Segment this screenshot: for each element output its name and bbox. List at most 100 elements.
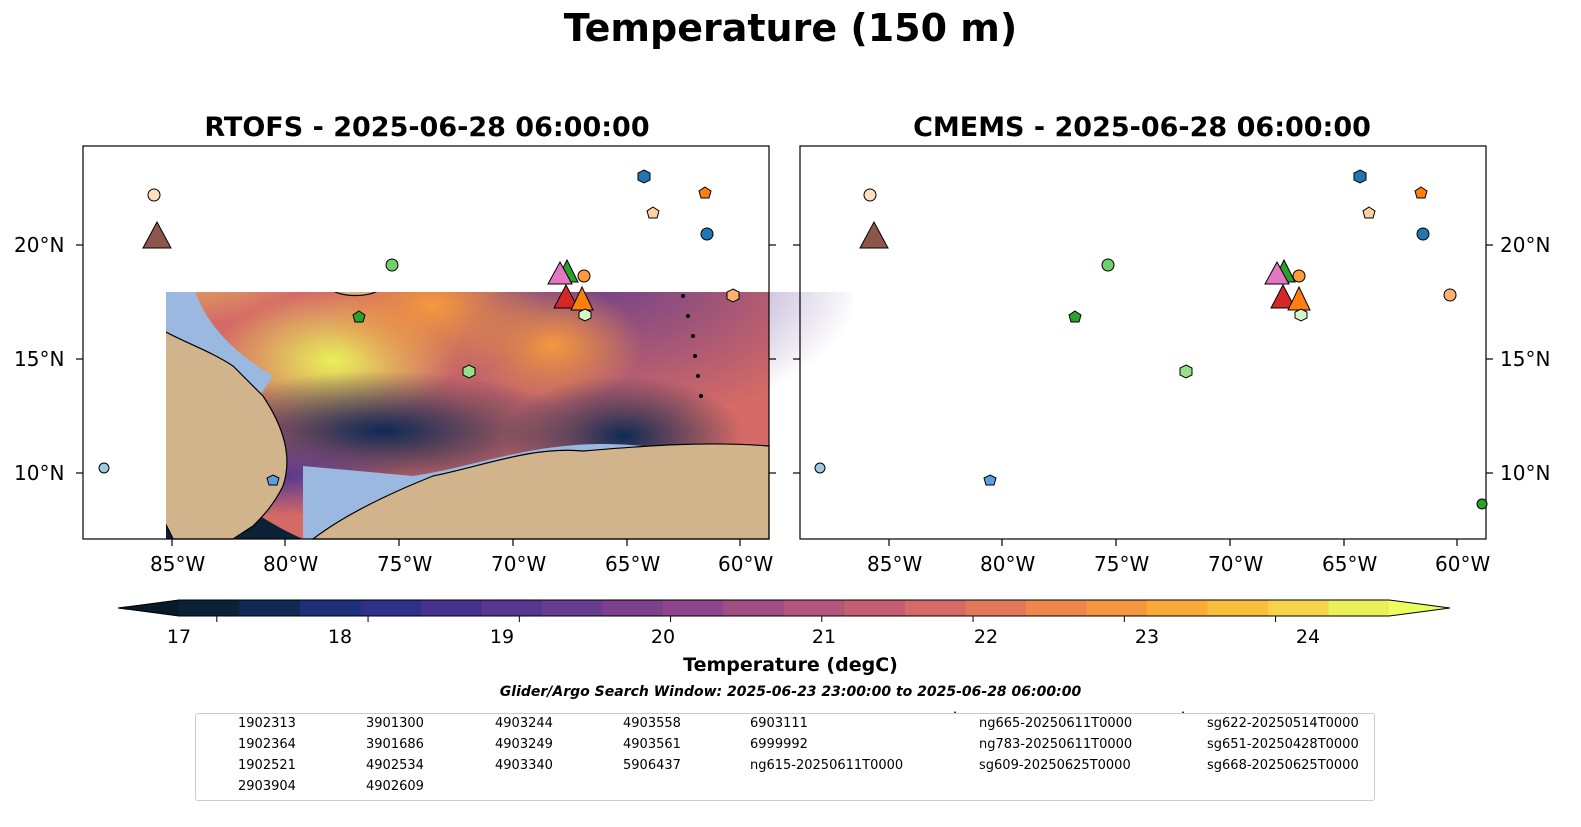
- legend-label-ng615-20250611T0000: ng615-20250611T0000: [750, 758, 904, 773]
- marker-sg651: [142, 220, 172, 249]
- cmems-markers: [814, 169, 1488, 510]
- search-window-label: Glider/Argo Search Window: 2025-06-23 23…: [499, 684, 1082, 700]
- marker-5906437: [462, 364, 476, 379]
- cb-tick-24: 24: [1295, 626, 1321, 648]
- map-title-rtofs: RTOFS - 2025-06-28 06:00:00: [204, 112, 650, 143]
- marker-4902609: [726, 288, 740, 303]
- legend-label-2903904: 2903904: [238, 779, 296, 794]
- lat-tick-20n-right: 20°N: [1500, 233, 1551, 257]
- legend-label-1902364: 1902364: [238, 737, 296, 752]
- legend-label-sg651-20250428T0000: sg651-20250428T0000: [1207, 737, 1359, 752]
- legend-label-4902534: 4902534: [366, 758, 424, 773]
- cb-tick-19: 19: [489, 626, 515, 648]
- legend: [195, 713, 1375, 801]
- legend-label-5906437: 5906437: [623, 758, 681, 773]
- lon-tick-80w-right: 80°W: [980, 552, 1036, 576]
- figure-title: Temperature (150 m): [563, 6, 1018, 50]
- colorbar-bin: [542, 600, 604, 616]
- legend-label-3901686: 3901686: [366, 737, 424, 752]
- cmems-frame: [799, 145, 1487, 540]
- colorbar-bin: [1207, 600, 1269, 616]
- legend-label-1902313: 1902313: [238, 716, 296, 731]
- marker-1902313: [700, 227, 714, 241]
- colorbar-extend-low: [118, 600, 179, 616]
- lon-tick-70w-right: 70°W: [1208, 552, 1264, 576]
- lat-tick-15n-right: 15°N: [1500, 347, 1551, 371]
- lon-tick-60w: 60°W: [718, 552, 774, 576]
- colorbar-extend-high: [1389, 600, 1450, 616]
- cb-tick-21: 21: [811, 626, 837, 648]
- legend-label-sg609-20250625T0000: sg609-20250625T0000: [979, 758, 1131, 773]
- colorbar-bin: [360, 600, 422, 616]
- colorbar-bin: [1147, 600, 1209, 616]
- legend-label-1902521: 1902521: [238, 758, 296, 773]
- marker-sg668: [547, 260, 573, 285]
- colorbar-bin: [1268, 600, 1330, 616]
- lon-tick-85w: 85°W: [150, 552, 206, 576]
- lat-tick-10n-right: 10°N: [1500, 461, 1551, 485]
- marker-4903249: [147, 188, 161, 202]
- legend-label-3901300: 3901300: [366, 716, 424, 731]
- cb-tick-17: 17: [166, 626, 192, 648]
- colorbar-bin: [602, 600, 664, 616]
- axis-ticks: [76, 244, 1493, 546]
- cb-tick-23: 23: [1134, 626, 1160, 648]
- lat-tick-20n: 20°N: [14, 233, 65, 257]
- rtofs-markers: [98, 169, 740, 486]
- legend-label-4903340: 4903340: [495, 758, 553, 773]
- marker-4903561: [385, 258, 399, 272]
- lon-tick-65w-right: 65°W: [1322, 552, 1378, 576]
- rtofs-frame: [82, 145, 770, 540]
- legend-label-4903244: 4903244: [495, 716, 553, 731]
- colorbar-bin: [179, 600, 241, 616]
- colorbar-bin: [784, 600, 846, 616]
- legend-label-sg622-20250514T0000: sg622-20250514T0000: [1207, 716, 1359, 731]
- lon-tick-65w: 65°W: [605, 552, 661, 576]
- lon-tick-60w-right: 60°W: [1435, 552, 1491, 576]
- colorbar-bin: [1026, 600, 1088, 616]
- legend-label-6903111: 6903111: [750, 716, 808, 731]
- colorbar-bin: [421, 600, 483, 616]
- colorbar-bin: [723, 600, 785, 616]
- colorbar-bin: [1328, 600, 1390, 616]
- cb-tick-22: 22: [973, 626, 999, 648]
- colorbar-bin: [905, 600, 967, 616]
- cb-tick-20: 20: [650, 626, 676, 648]
- colorbar: [117, 599, 1451, 622]
- colorbar-bin: [663, 600, 725, 616]
- rtofs-map: [166, 292, 852, 540]
- legend-label-4903249: 4903249: [495, 737, 553, 752]
- lon-tick-70w: 70°W: [491, 552, 547, 576]
- marker-6903111: [578, 308, 592, 322]
- legend-label-4903558: 4903558: [623, 716, 681, 731]
- legend-label-ng665-20250611T0000: ng665-20250611T0000: [979, 716, 1133, 731]
- marker-sg609: [553, 283, 579, 309]
- legend-label-ng783-20250611T0000: ng783-20250611T0000: [979, 737, 1133, 752]
- colorbar-bin: [300, 600, 362, 616]
- cmems-map: [740, 106, 1580, 539]
- lon-tick-85w-right: 85°W: [867, 552, 923, 576]
- colorbar-bin: [965, 600, 1027, 616]
- lat-tick-15n: 15°N: [14, 347, 65, 371]
- cb-tick-18: 18: [327, 626, 353, 648]
- legend-label-sg668-20250625T0000: sg668-20250625T0000: [1207, 758, 1359, 773]
- marker-3901686: [698, 186, 712, 199]
- marker-4903244: [646, 206, 660, 219]
- marker-1902521: [266, 474, 280, 486]
- colorbar-bin: [1086, 600, 1148, 616]
- lon-tick-80w: 80°W: [263, 552, 319, 576]
- marker-2903904: [98, 462, 110, 474]
- marker-4902534: [577, 269, 591, 283]
- colorbar-outline: [117, 599, 1451, 617]
- marker-4903558: [352, 310, 366, 323]
- marker-1902364: [637, 169, 651, 184]
- colorbar-bin: [844, 600, 906, 616]
- lat-tick-10n: 10°N: [14, 461, 65, 485]
- colorbar-bin: [239, 600, 301, 616]
- map-title-cmems: CMEMS - 2025-06-28 06:00:00: [913, 112, 1371, 143]
- lon-tick-75w: 75°W: [377, 552, 433, 576]
- lon-tick-75w-right: 75°W: [1094, 552, 1150, 576]
- legend-label-6999992: 6999992: [750, 737, 808, 752]
- colorbar-label: Temperature (degC): [683, 654, 898, 676]
